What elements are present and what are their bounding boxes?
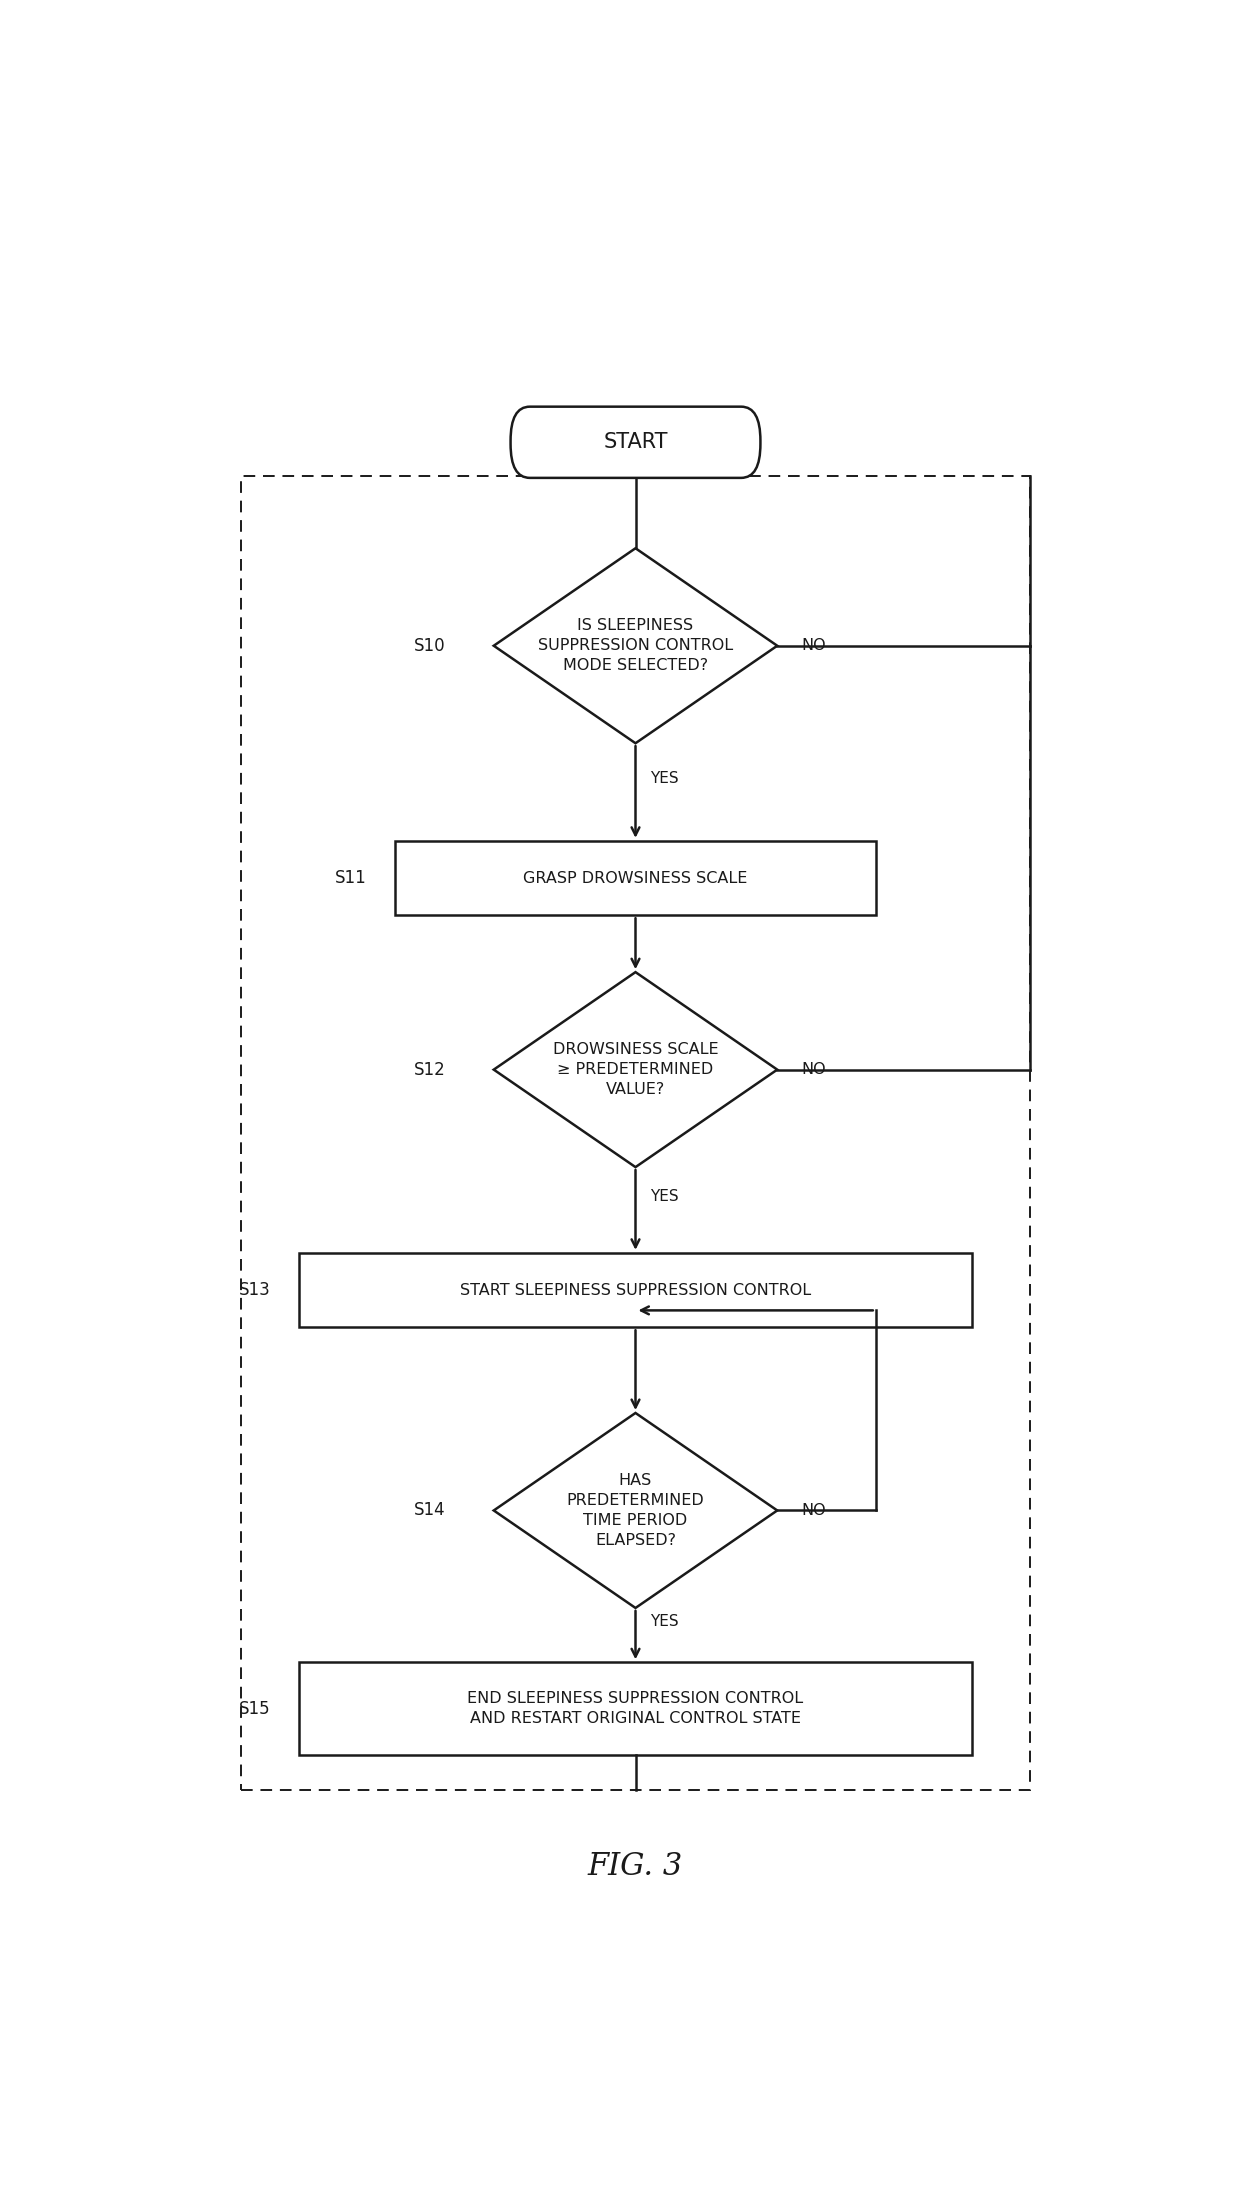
Bar [396,841,875,916]
Text: NO: NO [801,1061,826,1077]
Text: IS SLEEPINESS
SUPPRESSION CONTROL
MODE SELECTED?: IS SLEEPINESS SUPPRESSION CONTROL MODE S… [538,619,733,674]
Text: NO: NO [801,1504,826,1517]
Text: END SLEEPINESS SUPPRESSION CONTROL
AND RESTART ORIGINAL CONTROL STATE: END SLEEPINESS SUPPRESSION CONTROL AND R… [467,1691,804,1726]
Text: NO: NO [801,639,826,654]
Bar [242,476,1029,1790]
Text: S13: S13 [238,1282,270,1299]
Text: START SLEEPINESS SUPPRESSION CONTROL: START SLEEPINESS SUPPRESSION CONTROL [460,1282,811,1297]
Text: YES: YES [650,1614,678,1629]
Polygon shape [494,971,777,1167]
Text: FIG. 3: FIG. 3 [588,1852,683,1883]
Text: START: START [603,432,668,451]
Text: GRASP DROWSINESS SCALE: GRASP DROWSINESS SCALE [523,870,748,885]
Polygon shape [494,548,777,744]
Text: S10: S10 [414,636,445,654]
Bar [299,1253,972,1328]
Bar [299,1663,972,1755]
Text: S14: S14 [414,1502,445,1519]
Text: HAS
PREDETERMINED
TIME PERIOD
ELAPSED?: HAS PREDETERMINED TIME PERIOD ELAPSED? [567,1473,704,1548]
Text: S12: S12 [414,1061,445,1079]
Text: DROWSINESS SCALE
≥ PREDETERMINED
VALUE?: DROWSINESS SCALE ≥ PREDETERMINED VALUE? [553,1042,718,1097]
FancyBboxPatch shape [511,407,760,478]
Text: S15: S15 [238,1700,270,1718]
Text: YES: YES [650,771,678,786]
Polygon shape [494,1414,777,1607]
Text: YES: YES [650,1189,678,1204]
Text: S11: S11 [335,870,367,887]
